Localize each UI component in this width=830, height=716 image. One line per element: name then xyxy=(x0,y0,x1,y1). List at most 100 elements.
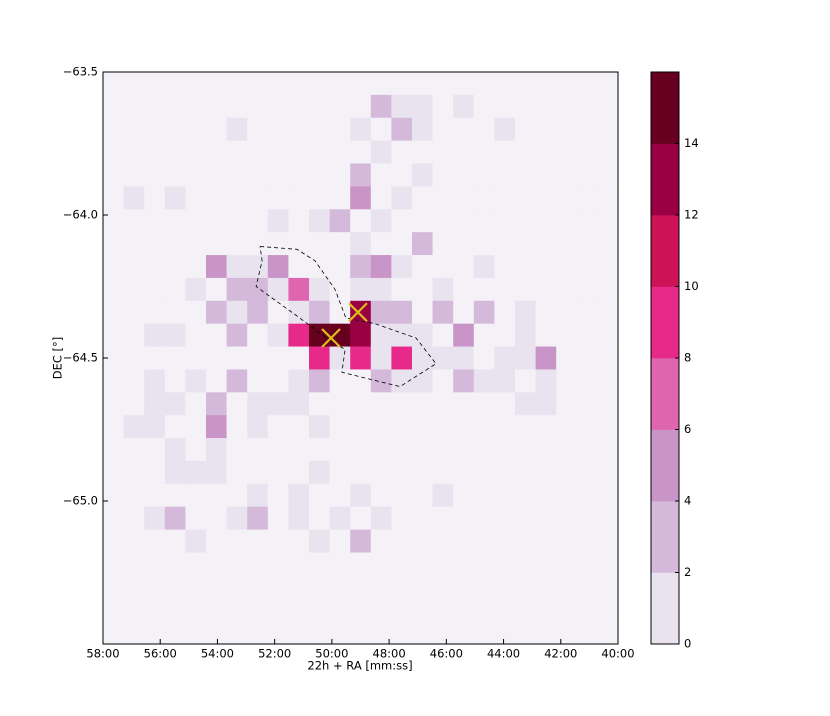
colorbar-band xyxy=(651,215,679,287)
heatmap-cell xyxy=(453,552,475,576)
heatmap-cell xyxy=(412,598,433,622)
heatmap-cell xyxy=(597,140,619,164)
heatmap-cell xyxy=(391,346,413,370)
heatmap-cell xyxy=(164,483,186,508)
heatmap-cell xyxy=(123,140,145,164)
x-tick-label: 58:00 xyxy=(86,647,119,661)
heatmap-cell xyxy=(515,323,536,347)
heatmap-cell xyxy=(103,415,124,439)
heatmap-cell xyxy=(329,300,351,324)
heatmap-cell xyxy=(226,529,248,553)
heatmap-cell xyxy=(556,300,578,324)
heatmap-cell xyxy=(350,300,372,324)
heatmap-cell xyxy=(597,529,619,553)
x-tick-label: 56:00 xyxy=(144,647,177,661)
heatmap-cell xyxy=(350,140,372,164)
heatmap-cell xyxy=(267,323,289,347)
heatmap-cell xyxy=(103,163,124,187)
heatmap-cell xyxy=(185,232,207,256)
heatmap-cell xyxy=(576,575,598,599)
x-tick-label: 50:00 xyxy=(315,647,348,661)
heatmap-cell xyxy=(370,483,392,508)
heatmap-cell xyxy=(267,255,289,279)
heatmap-cell xyxy=(391,460,413,485)
heatmap-cell xyxy=(288,300,310,324)
heatmap-cell xyxy=(350,438,372,462)
heatmap-cell xyxy=(535,621,557,645)
heatmap-cell xyxy=(206,438,227,462)
heatmap-cell xyxy=(473,72,495,96)
heatmap-cell xyxy=(556,575,578,599)
heatmap-cell xyxy=(370,552,392,576)
heatmap-cell xyxy=(103,575,124,599)
heatmap-cell xyxy=(350,369,372,393)
heatmap-cell xyxy=(576,72,598,96)
heatmap-cell xyxy=(535,506,557,530)
heatmap-cell xyxy=(576,506,598,530)
heatmap-cell xyxy=(576,415,598,439)
heatmap-cell xyxy=(309,186,330,210)
heatmap-cell xyxy=(432,232,454,256)
heatmap-cell xyxy=(370,392,392,416)
heatmap-cell xyxy=(370,621,392,645)
heatmap-cell xyxy=(288,140,310,164)
heatmap-cell xyxy=(535,483,557,508)
heatmap-cell xyxy=(226,186,248,210)
heatmap-cell xyxy=(185,529,207,553)
heatmap-cell xyxy=(473,438,495,462)
heatmap-cell xyxy=(185,117,207,141)
heatmap-cell xyxy=(206,392,227,416)
heatmap-cell xyxy=(515,415,536,439)
heatmap-cell xyxy=(144,575,166,599)
heatmap-cell xyxy=(123,209,145,233)
heatmap-cell xyxy=(391,506,413,530)
heatmap-cell xyxy=(412,277,433,302)
heatmap-cell xyxy=(535,460,557,485)
heatmap-cell xyxy=(247,598,269,622)
heatmap-cell xyxy=(123,300,145,324)
heatmap-cell xyxy=(164,460,186,485)
heatmap-cell xyxy=(412,232,433,256)
heatmap-cell xyxy=(597,575,619,599)
heatmap-cell xyxy=(370,209,392,233)
heatmap-cell xyxy=(556,460,578,485)
heatmap-cell xyxy=(391,255,413,279)
heatmap-cell xyxy=(350,277,372,302)
heatmap-cell xyxy=(103,552,124,576)
heatmap-cell xyxy=(226,94,248,119)
heatmap-cell xyxy=(123,277,145,302)
region-outline xyxy=(255,246,437,388)
heatmap-cell xyxy=(123,369,145,393)
heatmap-cell xyxy=(247,415,269,439)
heatmap-cell xyxy=(453,323,475,347)
heatmap-cell xyxy=(144,369,166,393)
heatmap-cell xyxy=(123,323,145,347)
heatmap-cell xyxy=(350,255,372,279)
heatmap-cell xyxy=(226,117,248,141)
heatmap-cell xyxy=(556,232,578,256)
x-tick-label: 46:00 xyxy=(430,647,463,661)
heatmap-cell xyxy=(309,598,330,622)
heatmap-cell xyxy=(185,415,207,439)
heatmap-cell xyxy=(164,232,186,256)
heatmap-cell xyxy=(288,255,310,279)
heatmap-cell xyxy=(494,209,516,233)
heatmap-cell xyxy=(350,392,372,416)
heatmap-cell xyxy=(432,621,454,645)
heatmap-cell xyxy=(432,415,454,439)
heatmap-cell xyxy=(247,140,269,164)
heatmap-cell xyxy=(412,186,433,210)
heatmap-cell xyxy=(432,277,454,302)
colorbar-band xyxy=(651,143,679,216)
heatmap-cell xyxy=(370,163,392,187)
heatmap-cell xyxy=(473,277,495,302)
heatmap-cell xyxy=(556,506,578,530)
heatmap-cell xyxy=(185,392,207,416)
heatmap-cell xyxy=(556,598,578,622)
heatmap-cell xyxy=(412,117,433,141)
heatmap-cell xyxy=(576,163,598,187)
heatmap-cell xyxy=(267,552,289,576)
heatmap-cell xyxy=(556,552,578,576)
heatmap-cell xyxy=(556,72,578,96)
heatmap-cell xyxy=(185,72,207,96)
